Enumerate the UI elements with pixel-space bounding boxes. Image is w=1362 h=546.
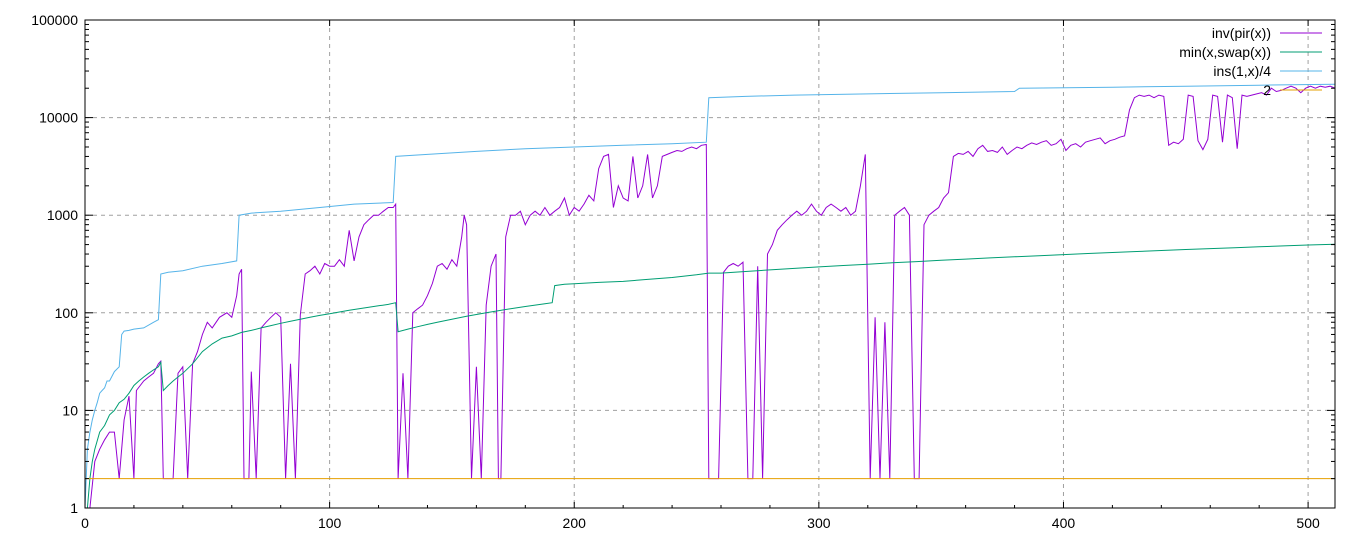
legend: inv(pir(x)) min(x,swap(x)) ins(1,x)/4 2 <box>1179 25 1322 98</box>
series-group <box>85 83 1335 508</box>
legend-label: inv(pir(x)) <box>1212 25 1271 41</box>
plot-frame <box>84 19 1336 509</box>
y-tick-label: 10 <box>62 402 78 418</box>
x-tick-label: 400 <box>1052 515 1076 531</box>
x-tick-label: 0 <box>81 515 89 531</box>
legend-label: min(x,swap(x)) <box>1179 44 1271 60</box>
x-tick-label: 100 <box>318 515 342 531</box>
y-tick-label: 10000 <box>39 110 78 126</box>
legend-label: ins(1,x)/4 <box>1213 63 1271 79</box>
legend-label: 2 <box>1263 82 1271 98</box>
axis-ticks: 0 100 200 300 400 500 1 10 100 1000 10000 100000 <box>31 12 1335 531</box>
series-line-2 <box>85 83 1335 508</box>
x-tick-label: 500 <box>1296 515 1320 531</box>
y-tick-label: 1000 <box>47 207 78 223</box>
series-line-0 <box>85 85 1335 508</box>
x-tick-label: 300 <box>807 515 831 531</box>
y-tick-label: 100000 <box>31 12 78 28</box>
series-line-1 <box>85 243 1335 508</box>
y-tick-label: 1 <box>70 500 78 516</box>
x-tick-label: 200 <box>563 515 587 531</box>
y-tick-label: 100 <box>55 305 79 321</box>
grid <box>85 20 1335 508</box>
